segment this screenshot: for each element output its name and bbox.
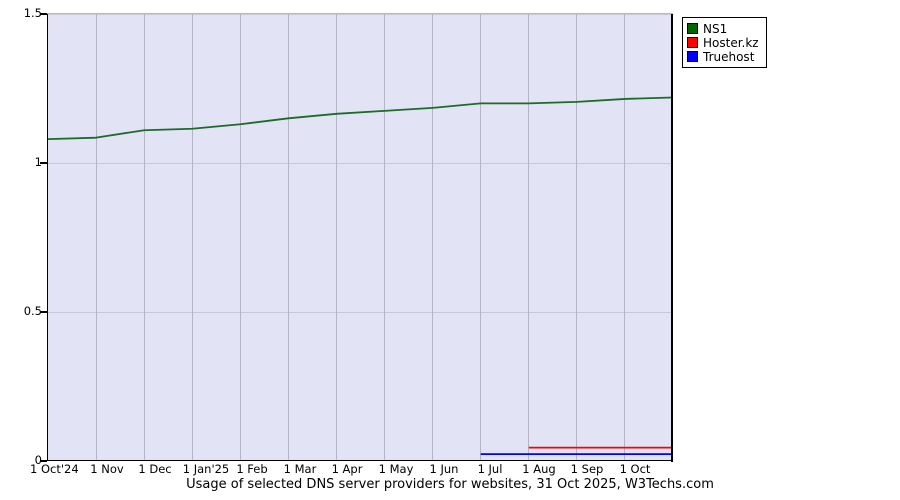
legend-item-hoster-kz[interactable]: Hoster.kz [687,36,759,49]
legend-swatch-hoster-kz [687,37,698,48]
y-tick-mark-1-5 [40,13,47,15]
x-tick-label-mar: 1 Mar [283,462,317,476]
gridline-vertical [96,14,97,460]
legend-item-ns1[interactable]: NS1 [687,22,759,35]
gridline-vertical [576,14,577,460]
plot-area [47,14,672,461]
series-line-ns1 [48,96,672,141]
legend-label-ns1: NS1 [703,21,728,36]
legend-label-truehost: Truehost [703,49,755,64]
legend-swatch-ns1 [687,23,698,34]
x-tick-label-sep: 1 Sep [570,462,604,476]
legend-label-hoster-kz: Hoster.kz [703,35,759,50]
gridline-vertical [624,14,625,460]
y-tick-mark-1 [40,162,47,164]
x-tick-label-oct: 1 Oct [619,462,651,476]
legend-item-truehost[interactable]: Truehost [687,50,759,63]
chart-caption: Usage of selected DNS server providers f… [186,477,714,492]
x-tick-label-dec: 1 Dec [138,462,172,476]
x-tick-label-apr: 1 Apr [331,462,363,476]
gridline-vertical [384,14,385,460]
x-tick-label-may: 1 May [378,462,414,476]
series-lines [48,96,672,456]
gridline-vertical [336,14,337,460]
x-tick-label-nov: 1 Nov [90,462,124,476]
gridline-vertical [192,14,193,460]
gridline-horizontal [48,312,672,313]
y-axis: 1.5 1 0.5 0 [0,0,42,500]
gridline-horizontal [48,14,672,15]
x-tick-label-aug: 1 Aug [522,462,556,476]
legend-swatch-truehost [687,51,698,62]
y-tick-mark-0 [40,460,47,462]
gridline-horizontal [48,163,672,164]
gridline-vertical [288,14,289,460]
gridline-vertical [480,14,481,460]
gridline-vertical [240,14,241,460]
y-tick-label-0-5: 0.5 [23,304,42,318]
x-tick-label-oct24: 1 Oct'24 [30,462,79,476]
plot-top-border [47,13,673,14]
x-tick-label-feb: 1 Feb [236,462,268,476]
y-tick-label-1-5: 1.5 [23,6,42,20]
gridline-vertical [432,14,433,460]
x-tick-label-jan25: 1 Jan'25 [182,462,230,476]
y-tick-label-1: 1 [34,155,42,169]
plot-right-border [671,14,673,462]
legend: NS1 Hoster.kz Truehost [682,17,767,68]
y-tick-label-0: 0 [34,453,42,467]
y-tick-mark-0-5 [40,311,47,313]
x-tick-label-jun: 1 Jun [429,462,459,476]
gridline-vertical [144,14,145,460]
x-tick-label-jul: 1 Jul [477,462,503,476]
gridline-vertical [528,14,529,460]
